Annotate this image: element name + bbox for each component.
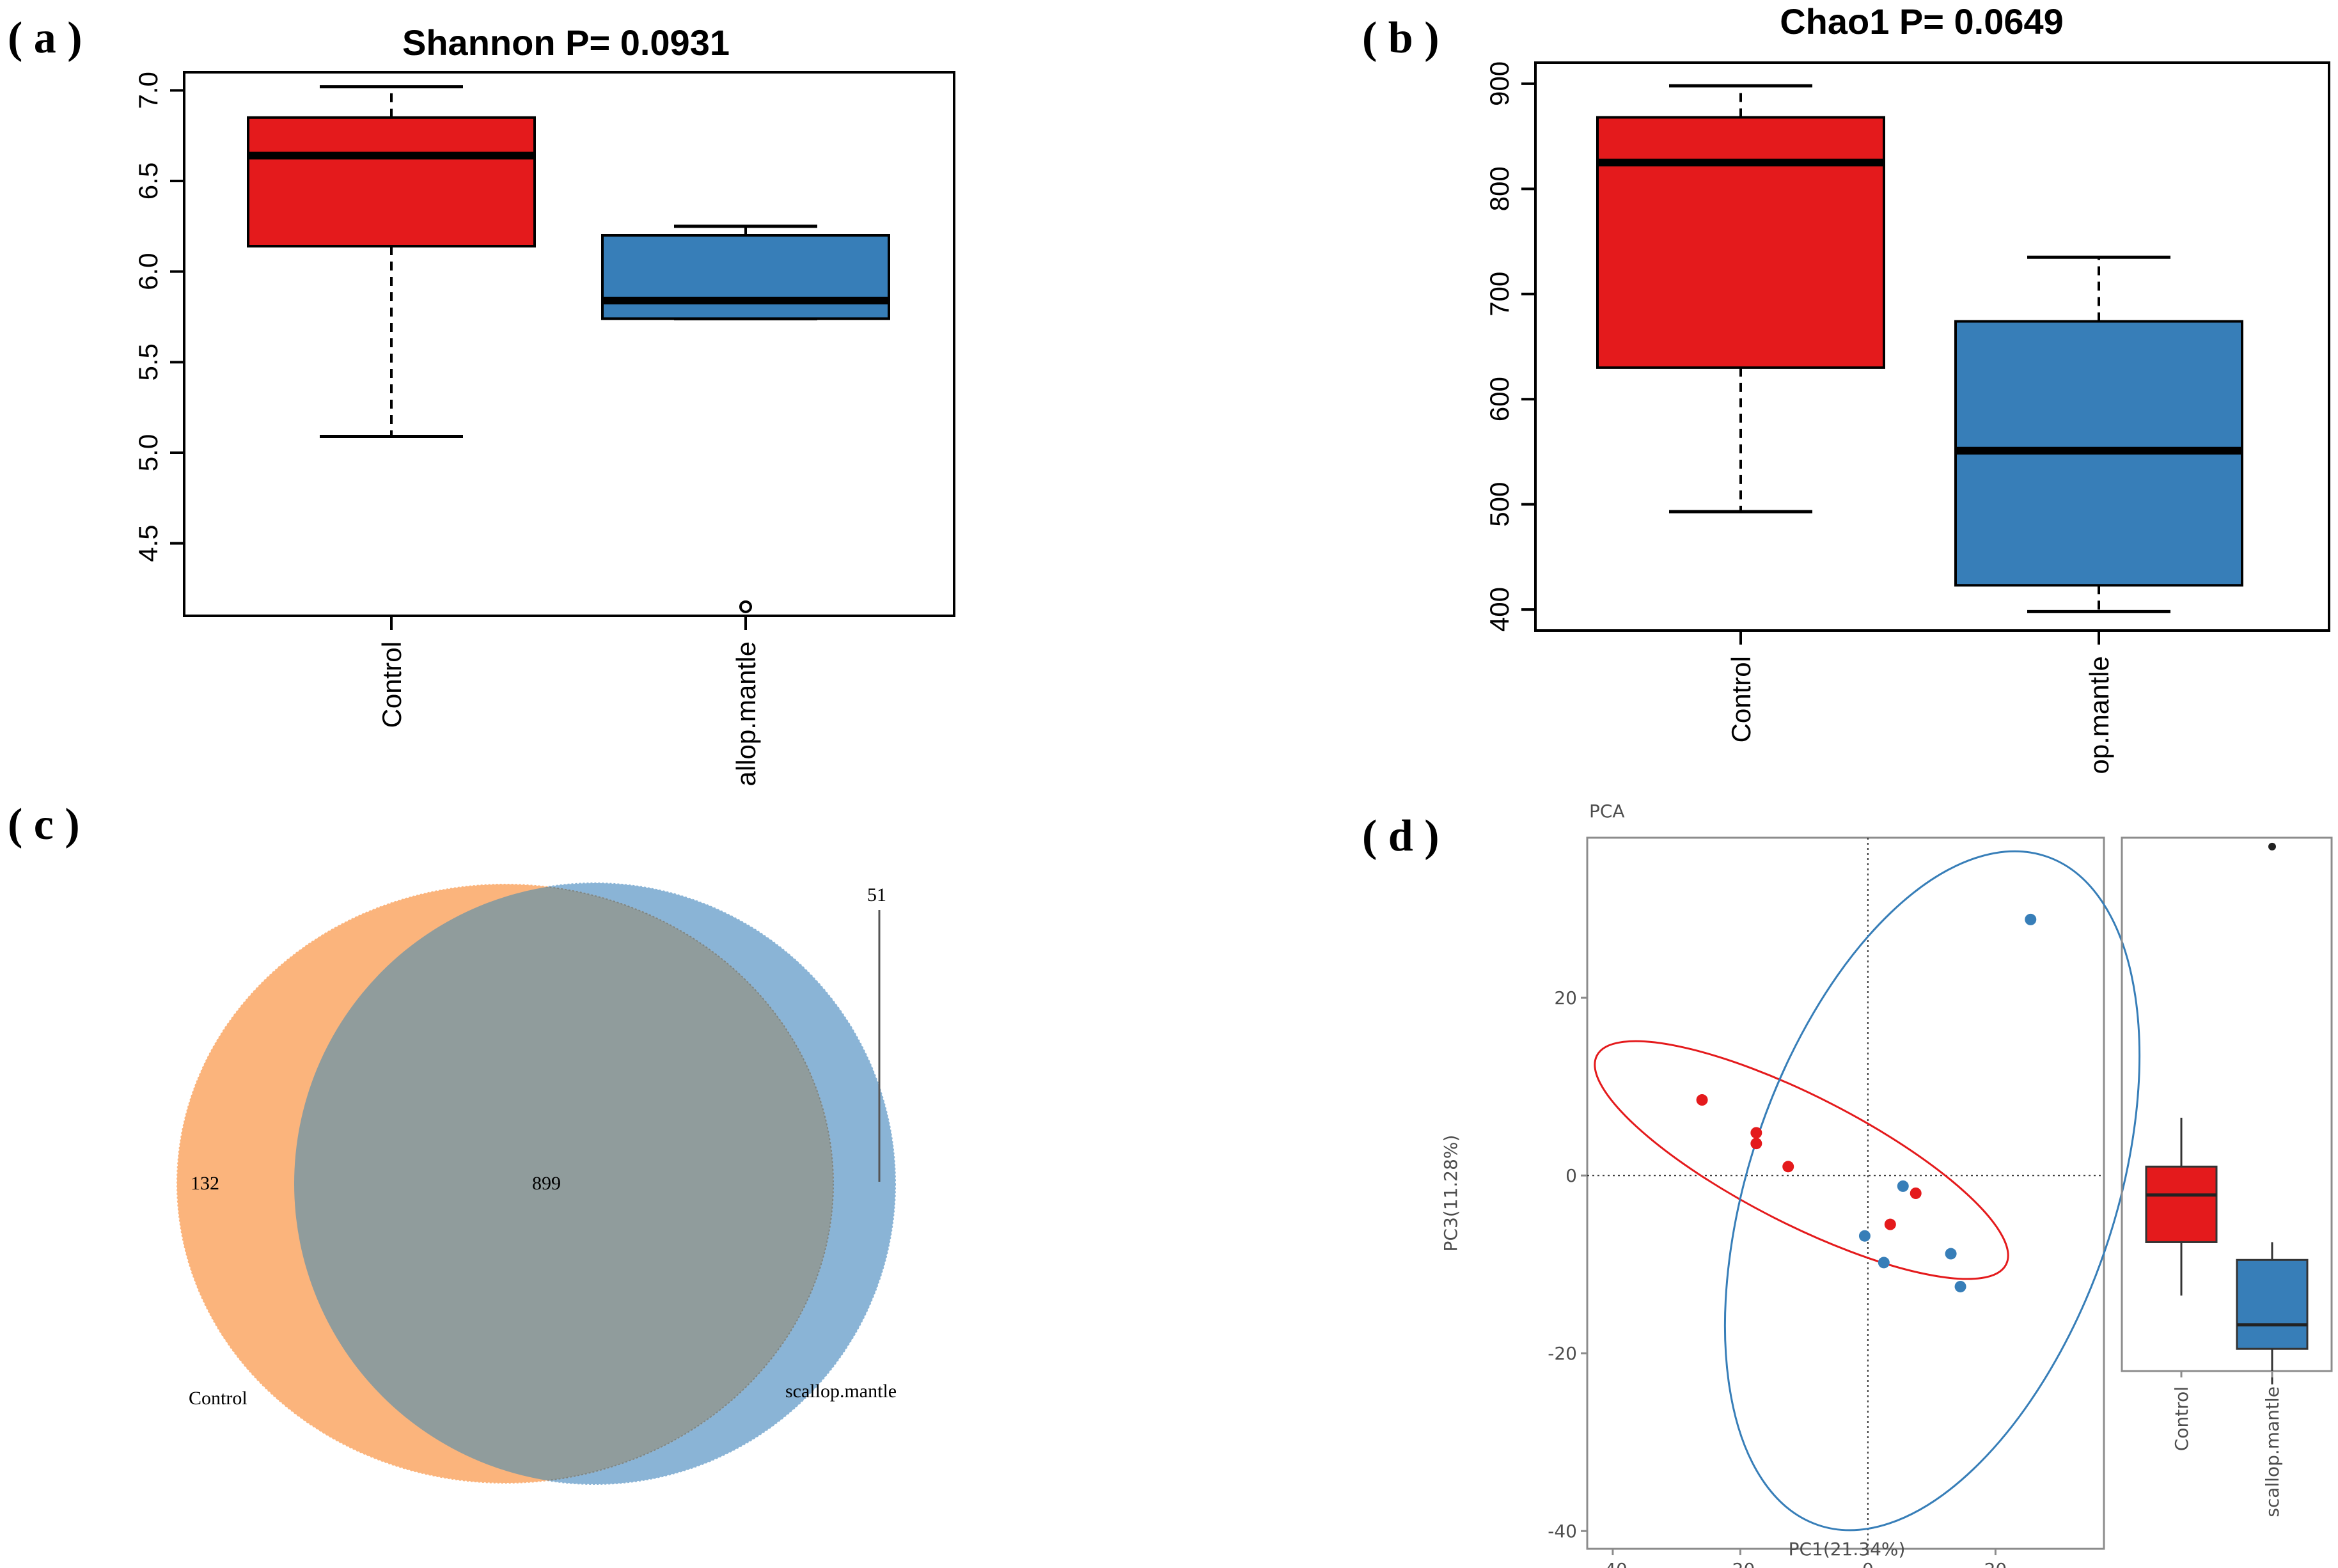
side-box — [2236, 1258, 2309, 1350]
x-tick-label: Control — [377, 641, 407, 728]
pca-point-control — [1884, 1218, 1896, 1230]
pca-point-mantle — [2025, 913, 2037, 925]
y-tick-label: 6.0 — [133, 253, 163, 290]
y-tick-label: 400 — [1484, 587, 1514, 632]
plot-frame — [183, 71, 955, 617]
confidence-ellipse-control — [1594, 1040, 2009, 1280]
pca-point-control — [1750, 1127, 1762, 1139]
x-tick-label: -20 — [1726, 1559, 1755, 1568]
pca-point-control — [1696, 1094, 1708, 1106]
pca-point-control — [1910, 1188, 1922, 1199]
y-tick-label: 700 — [1484, 272, 1514, 317]
x-tick-label: 0 — [1862, 1559, 1874, 1568]
pca-point-mantle — [1878, 1257, 1890, 1269]
box-control — [247, 116, 536, 247]
outlier-point — [739, 600, 752, 613]
x-tick-label: Control — [1726, 656, 1756, 742]
shannon-boxplot: Shannon P= 0.0931 4.5 5.0 5.5 6.0 6.5 7.0 Con… — [133, 22, 955, 786]
pca-point-mantle — [1954, 1280, 1966, 1292]
venn-label-mantle: scallop.mantle — [785, 1381, 897, 1402]
pca-title: PCA — [1589, 801, 1625, 822]
y-tick-label: 7.0 — [133, 72, 163, 109]
pca-point-control — [1782, 1161, 1794, 1173]
y-tick-label: 20 — [1554, 987, 1577, 1008]
panel-label-d: ( d ) — [1362, 811, 1440, 861]
chao1-title: Chao1 P= 0.0649 — [1780, 1, 2064, 42]
y-tick-label: 4.5 — [133, 524, 163, 561]
pca-point-mantle — [1897, 1180, 1909, 1192]
pca-xlabel: PC1(21.34%) — [1789, 1539, 1906, 1560]
pca-point-control — [1750, 1138, 1762, 1150]
venn-count-shared: 899 — [532, 1173, 561, 1194]
panel-label-c: ( c ) — [8, 800, 80, 849]
venn-count-control-only: 132 — [191, 1173, 219, 1194]
y-tick-label: 600 — [1484, 377, 1514, 421]
venn-count-mantle-only: 51 — [867, 884, 886, 906]
x-tick-label: 20 — [1984, 1559, 2007, 1568]
box-scallop-mantle — [601, 234, 890, 320]
side-x-tick-label: Control — [2171, 1386, 2192, 1451]
panel-label-b: ( b ) — [1362, 13, 1440, 63]
confidence-ellipse-mantle — [1723, 850, 2141, 1532]
side-boxplot-frame — [2121, 836, 2333, 1372]
venn-label-control: Control — [189, 1388, 247, 1409]
pca-point-mantle — [1858, 1230, 1871, 1242]
y-tick-label: 5.0 — [133, 434, 163, 471]
y-tick-label: -40 — [1548, 1521, 1577, 1542]
pca-point-mantle — [1945, 1248, 1957, 1260]
side-x-tick-label: scallop.mantle — [2262, 1386, 2283, 1517]
y-tick-label: 5.5 — [133, 343, 163, 380]
y-tick-label: 6.5 — [133, 162, 163, 200]
y-tick-label: 0 — [1565, 1165, 1577, 1186]
pca-ylabel: PC3(11.28%) — [1440, 1135, 1461, 1252]
panel-label-a: ( a ) — [8, 13, 82, 63]
venn-diagram: 132 899 51 Control scallop.mantle — [177, 882, 897, 1485]
chao1-boxplot: Chao1 P= 0.0649 400 500 600 700 800 900 Contr… — [1484, 1, 2330, 774]
pca-plot-frame — [1586, 836, 2105, 1550]
x-tick-label: allop.mantle — [731, 641, 761, 786]
side-box — [2145, 1165, 2218, 1243]
plot-frame — [1534, 61, 2330, 632]
y-tick-label: 500 — [1484, 482, 1514, 527]
y-tick-label: 800 — [1484, 166, 1514, 211]
x-tick-label: -40 — [1598, 1559, 1628, 1568]
y-tick-label: -20 — [1548, 1343, 1577, 1364]
side-outlier-point — [2268, 842, 2276, 851]
box-control — [1596, 116, 1885, 369]
x-tick-label: op.mantle — [2084, 656, 2114, 774]
shannon-title: Shannon P= 0.0931 — [402, 22, 730, 63]
y-tick-label: 900 — [1484, 61, 1514, 106]
pca-plot: PCA -40 -20 0 20 -40 -20 0 20 PC1(21.34%) PC3(1… — [1440, 801, 2333, 1568]
